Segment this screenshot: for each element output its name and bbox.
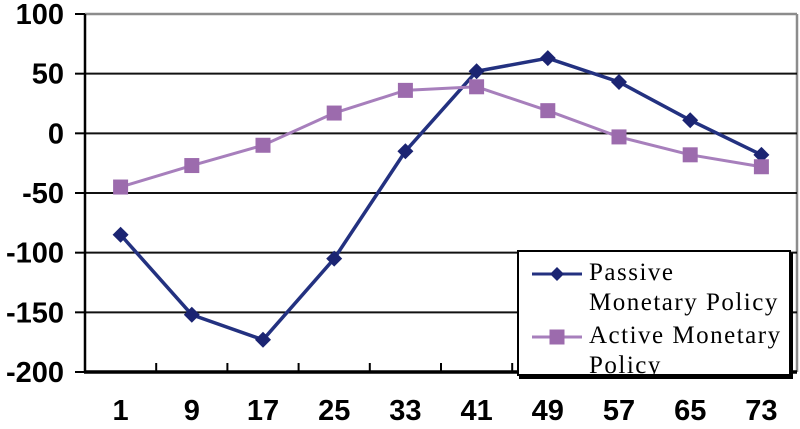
x-axis-tick-label: 41 xyxy=(460,395,492,427)
data-point-passive xyxy=(539,50,556,67)
data-point-passive xyxy=(112,226,129,243)
x-axis-tick-label: 17 xyxy=(247,395,279,427)
data-point-passive xyxy=(183,306,200,323)
x-axis-tick-label: 9 xyxy=(184,395,200,427)
legend-box: Passive Monetary Policy Active Monetary … xyxy=(517,250,791,376)
series-line-active xyxy=(120,85,762,189)
x-axis-tick-label: 57 xyxy=(603,395,635,427)
legend-label-passive: Passive Monetary Policy xyxy=(589,259,779,316)
data-point-active xyxy=(255,137,271,153)
data-point-active xyxy=(184,158,200,174)
y-axis-tick-label: -50 xyxy=(22,178,64,210)
data-point-passive xyxy=(326,250,343,267)
data-point-passive xyxy=(468,63,485,80)
data-point-passive xyxy=(397,143,414,160)
x-axis-tick-label: 73 xyxy=(745,395,777,427)
data-point-active xyxy=(469,79,485,95)
series-line-passive xyxy=(119,56,763,342)
active-series-swatch-icon xyxy=(532,329,582,345)
legend-label-active: Active Monetary Policy xyxy=(589,322,782,376)
x-axis-tick-label: 1 xyxy=(113,395,129,427)
data-point-passive xyxy=(255,331,271,348)
passive-series-swatch-icon xyxy=(532,267,582,281)
x-axis-tick-label: 49 xyxy=(532,395,564,427)
data-point-active xyxy=(682,147,698,163)
x-axis-tick-label: 33 xyxy=(389,395,421,427)
x-axis-tick-label: 65 xyxy=(674,395,706,427)
data-point-passive xyxy=(682,112,699,129)
data-point-active xyxy=(113,179,129,195)
legend-item-passive: Passive Monetary Policy xyxy=(531,258,789,318)
y-axis-tick-label: 50 xyxy=(32,59,64,91)
y-axis-tick-label: -100 xyxy=(6,238,64,270)
y-axis-tick-label: -150 xyxy=(6,297,64,329)
data-point-active xyxy=(397,82,413,98)
data-point-active xyxy=(326,105,342,121)
x-axis-tick-label: 25 xyxy=(318,395,350,427)
data-point-active xyxy=(753,159,769,175)
data-point-passive xyxy=(753,146,770,163)
data-point-active xyxy=(540,103,556,119)
legend-item-active: Active Monetary Policy xyxy=(531,321,789,376)
y-axis-tick-label: 100 xyxy=(16,0,64,31)
data-point-active xyxy=(611,129,627,145)
data-point-passive xyxy=(611,74,627,91)
y-axis-tick-label: 0 xyxy=(48,118,64,150)
y-axis-tick-label: -200 xyxy=(6,357,64,389)
